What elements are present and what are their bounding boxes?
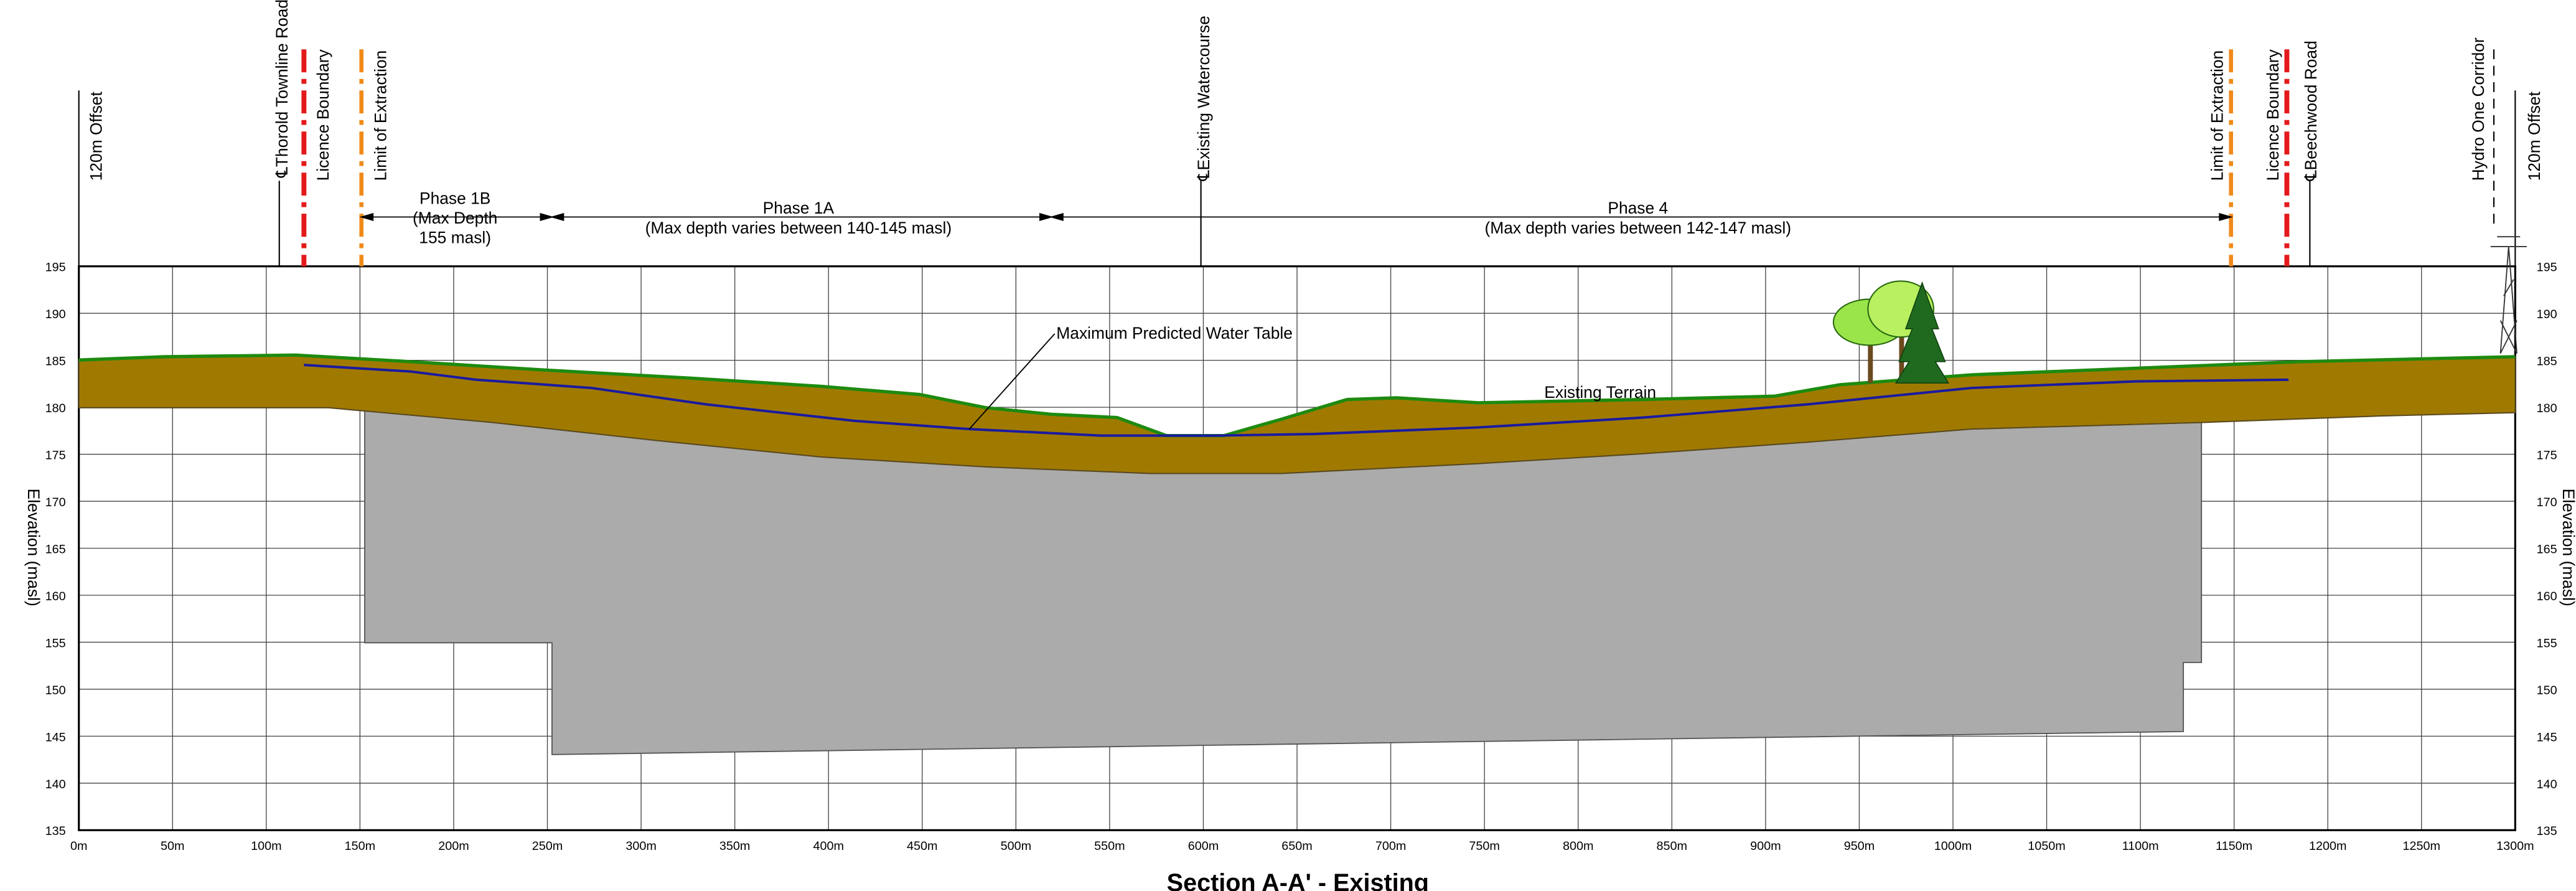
labels: 120m Offset ℄Thorold Townline Road Licence…: [87, 0, 2544, 247]
x-tick-label: 750m: [1469, 839, 1499, 853]
boundary-lines: [78, 49, 2527, 354]
x-tick-label: 250m: [532, 839, 563, 853]
x-tick-label: 100m: [251, 839, 281, 853]
y-tick-label-right: 190: [2537, 308, 2557, 321]
boundary-label: ℄Beechwood Road: [2302, 40, 2320, 181]
x-tick-label: 50m: [161, 839, 184, 853]
leader-line: [968, 333, 1056, 430]
y-tick-label: 195: [45, 261, 66, 275]
y-tick-label-right: 195: [2537, 261, 2557, 275]
x-tick-label: 1000m: [1934, 839, 1972, 853]
boundary-label: Licence Boundary: [314, 49, 332, 181]
water-table: [304, 364, 2289, 437]
x-tick-label: 1150m: [2216, 839, 2252, 853]
x-tick-label: 350m: [719, 839, 750, 853]
boundary-label: Licence Boundary: [2264, 49, 2282, 181]
x-tick-label: 1250m: [2403, 839, 2440, 853]
phase-label: (Max depth varies between 140-145 masl): [645, 219, 952, 237]
y-tick-label: 155: [45, 636, 66, 650]
phase-label-bg: [1473, 219, 1802, 237]
boundary-label: Limit of Extraction: [371, 50, 390, 181]
phase-label: (Max depth varies between 142-147 masl): [1484, 219, 1791, 237]
y-tick-label-right: 180: [2537, 402, 2557, 415]
phase-label: Phase 4: [1608, 199, 1668, 217]
phase-label: 155 masl): [419, 229, 491, 247]
boundary-label: Hydro One Corridor: [2469, 37, 2488, 181]
section-title: Section A-A' - Existing: [1167, 869, 1429, 891]
x-tick-label: 650m: [1281, 839, 1312, 853]
phase-label-bg: [634, 219, 963, 237]
y-axis-title: Elevation (masl): [24, 489, 43, 606]
y-tick-label: 165: [45, 542, 66, 556]
water-table-label: Maximum Predicted Water Table: [1056, 324, 1293, 342]
y-tick-label: 185: [45, 355, 66, 369]
y-tick-label-right: 145: [2537, 730, 2557, 744]
x-tick-label: 1100m: [2122, 839, 2159, 853]
terrain-label: Existing Terrain: [1544, 383, 1656, 402]
y-tick-label-right: 170: [2537, 496, 2557, 509]
x-tick-label: 200m: [438, 839, 469, 853]
y-tick-label: 145: [45, 730, 66, 744]
y-tick-label-right: 150: [2537, 684, 2557, 697]
phase-label: Phase 1B: [419, 189, 490, 207]
x-tick-label: 450m: [907, 839, 937, 853]
x-tick-label: 550m: [1094, 839, 1125, 853]
y-tick-label-right: 140: [2537, 778, 2557, 791]
x-tick-label: 600m: [1188, 839, 1219, 853]
x-tick-label: 1200m: [2309, 839, 2346, 853]
y-tick-label-right: 165: [2537, 542, 2557, 556]
y-tick-label: 190: [45, 308, 66, 321]
y-tick-label: 140: [45, 778, 66, 791]
x-tick-label: 1050m: [2028, 839, 2065, 853]
boundary-label: Limit of Extraction: [2208, 50, 2226, 181]
y-tick-label-right: 135: [2537, 824, 2557, 838]
x-tick-label: 950m: [1844, 839, 1875, 853]
x-tick-label: 800m: [1563, 839, 1593, 853]
y-tick-label-right: 175: [2537, 449, 2557, 463]
boundary-label: 120m Offset: [2525, 92, 2544, 181]
boundary-label: 120m Offset: [87, 92, 106, 181]
x-tick-label: 0m: [70, 839, 87, 853]
y-tick-label: 150: [45, 684, 66, 697]
boundary-label: ℄Thorold Townline Road: [273, 0, 291, 178]
phase-label: Phase 1A: [763, 199, 835, 217]
x-tick-label: 400m: [813, 839, 843, 853]
trees: [1832, 280, 1950, 384]
x-tick-label: 700m: [1375, 839, 1406, 853]
plot-frame: [78, 265, 2516, 831]
phase-dimensions: [359, 213, 2234, 222]
x-tick-label: 850m: [1657, 839, 1687, 853]
y-tick-label-right: 160: [2537, 590, 2557, 603]
y-tick-label: 135: [45, 824, 66, 838]
x-tick-label: 1300m: [2496, 839, 2534, 853]
y-tick-label-right: 185: [2537, 355, 2557, 369]
x-tick-label: 150m: [345, 839, 375, 853]
y-tick-label: 175: [45, 449, 66, 463]
boundary-label: ℄Existing Watercourse: [1194, 16, 1213, 181]
y-axis-title-right: Elevation (masl): [2559, 489, 2576, 606]
y-tick-label-right: 155: [2537, 636, 2557, 650]
phase-label: (Max Depth: [413, 209, 497, 227]
x-tick-label: 900m: [1750, 839, 1781, 853]
x-tick-label: 300m: [625, 839, 656, 853]
y-tick-label: 180: [45, 402, 66, 415]
y-tick-label: 170: [45, 496, 66, 509]
x-tick-label: 500m: [1001, 839, 1031, 853]
y-tick-label: 160: [45, 590, 66, 603]
